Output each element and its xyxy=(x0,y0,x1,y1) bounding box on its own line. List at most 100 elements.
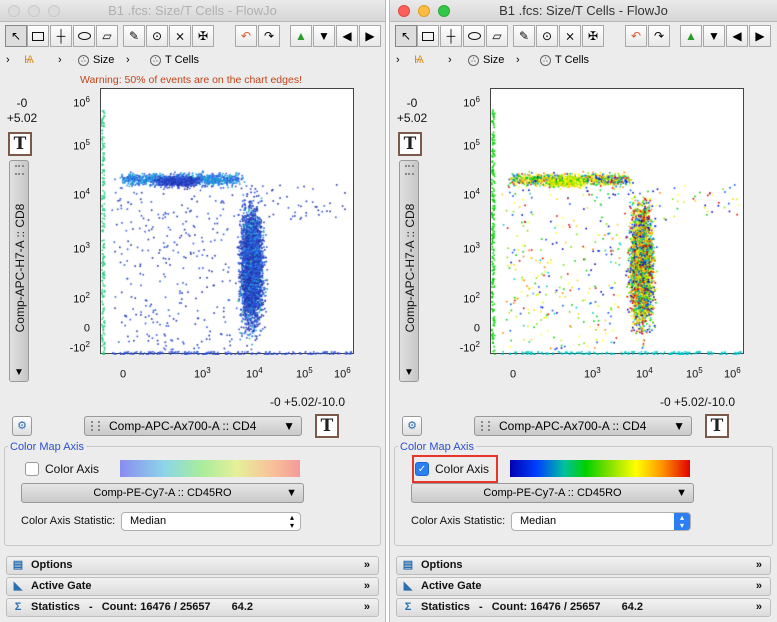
pencil-icon[interactable]: ✎ xyxy=(123,25,145,47)
undo-icon[interactable]: ↶ xyxy=(235,25,257,47)
stepper-icon: ▴ ▾ xyxy=(674,513,690,530)
statistic-select[interactable]: Median ▴ ▾ xyxy=(121,512,301,531)
color-param-label: Comp-PE-Cy7-A :: CD45RO xyxy=(483,487,622,499)
breadcrumb-size[interactable]: ∴ Size xyxy=(78,54,114,66)
redo-icon[interactable]: ↷ xyxy=(258,25,280,47)
statistics-section[interactable]: Σ Statistics - Count: 16476 / 25657 64.2… xyxy=(396,598,771,617)
plot-canvas[interactable] xyxy=(491,89,745,355)
x-tick-label: 106 xyxy=(724,366,741,381)
dot-plot[interactable] xyxy=(490,88,745,355)
transform-button-x[interactable]: T xyxy=(315,414,339,438)
breadcrumb-label: Size xyxy=(483,54,505,66)
title-bar[interactable]: B1 .fcs: Size/T Cells - FlowJo xyxy=(390,0,777,22)
tick-base: 10 xyxy=(584,368,597,381)
breadcrumb-label: T Cells xyxy=(165,54,200,66)
color-map-title: Color Map Axis xyxy=(8,441,86,453)
active-gate-section[interactable]: ◣ Active Gate » xyxy=(6,577,379,596)
y-axis-selector[interactable]: Comp-APC-H7-A :: CD8 ▼ xyxy=(399,160,419,382)
active-gate-section[interactable]: ◣ Active Gate » xyxy=(396,577,771,596)
close-button[interactable] xyxy=(8,5,20,17)
tick-exponent: 2 xyxy=(85,340,90,349)
x-axis-selector[interactable]: Comp-APC-Ax700-A :: CD4 ▼ xyxy=(474,416,692,436)
x-tick-label: 104 xyxy=(246,366,263,381)
back-icon[interactable]: ◀ xyxy=(336,25,358,47)
polygon-gate-icon[interactable]: ▱ xyxy=(486,25,508,47)
tick-base: -10 xyxy=(69,342,86,355)
tick-base: 10 xyxy=(463,189,476,202)
window-controls xyxy=(8,5,60,17)
undo-icon[interactable]: ↶ xyxy=(625,25,647,47)
sigma-icon: Σ xyxy=(404,601,412,613)
forward-icon[interactable]: ▶ xyxy=(359,25,381,47)
up-icon[interactable]: ▲ xyxy=(680,25,702,47)
back-icon[interactable]: ◀ xyxy=(726,25,748,47)
color-param-selector[interactable]: Comp-PE-Cy7-A :: CD45RO ▼ xyxy=(21,483,304,503)
pointer-icon[interactable]: ↖ xyxy=(395,25,417,47)
down-icon[interactable]: ▼ xyxy=(703,25,725,47)
transform-button-y[interactable]: T xyxy=(398,132,422,156)
tick-exponent: 5 xyxy=(698,366,703,375)
spider-gate-icon[interactable]: ⊙ xyxy=(536,25,558,47)
plot-canvas[interactable] xyxy=(101,89,355,355)
quad-tool-icon[interactable]: ⨯ xyxy=(559,25,581,47)
redo-icon[interactable]: ↷ xyxy=(648,25,670,47)
gate-icon: ∴ xyxy=(540,54,551,66)
chevron-right-icon[interactable]: › xyxy=(6,54,10,66)
color-param-selector[interactable]: Comp-PE-Cy7-A :: CD45RO ▼ xyxy=(411,483,694,503)
dot-plot[interactable] xyxy=(100,88,355,355)
color-axis-checkbox[interactable]: ✓ xyxy=(415,462,429,476)
color-axis-checkbox[interactable] xyxy=(25,462,39,476)
y-axis-selector[interactable]: Comp-APC-H7-A :: CD8 ▼ xyxy=(9,160,29,382)
tube-icon[interactable]: Ѩ xyxy=(24,54,34,66)
x-axis-selector[interactable]: Comp-APC-Ax700-A :: CD4 ▼ xyxy=(84,416,302,436)
quad-tool-icon[interactable]: ⨯ xyxy=(169,25,191,47)
tick-exponent: 4 xyxy=(648,366,653,375)
breadcrumb-tcells[interactable]: ∴ T Cells xyxy=(150,54,199,66)
tube-icon[interactable]: Ѩ xyxy=(414,54,424,66)
minimize-button[interactable] xyxy=(418,5,430,17)
stepper-icon: ▴ ▾ xyxy=(289,513,294,530)
close-button[interactable] xyxy=(398,5,410,17)
axis-options-icon[interactable]: ⚙ xyxy=(402,416,422,436)
options-section[interactable]: ▤ Options » xyxy=(396,556,771,575)
statistic-select[interactable]: Median ▴ ▾ xyxy=(511,512,691,531)
y-tick-label: 0 xyxy=(452,320,480,335)
statistics-section[interactable]: Σ Statistics - Count: 16476 / 25657 64.2… xyxy=(6,598,379,617)
rectangle-gate-icon[interactable] xyxy=(27,25,49,47)
ellipse-gate-icon[interactable] xyxy=(73,25,95,47)
transform-button-x[interactable]: T xyxy=(705,414,729,438)
color-axis-toggle[interactable]: ✓ Color Axis xyxy=(415,459,489,479)
rectangle-gate-icon[interactable] xyxy=(417,25,439,47)
ellipse-gate-icon[interactable] xyxy=(463,25,485,47)
zoom-button[interactable] xyxy=(438,5,450,17)
zoom-button[interactable] xyxy=(48,5,60,17)
breadcrumb-tcells[interactable]: ∴ T Cells xyxy=(540,54,589,66)
forward-icon[interactable]: ▶ xyxy=(749,25,771,47)
options-section[interactable]: ▤ Options » xyxy=(6,556,379,575)
quadrant-icon[interactable]: ┼ xyxy=(440,25,462,47)
statistics-count: Count: 16476 / 25657 xyxy=(491,601,601,613)
double-chevron-icon: » xyxy=(363,559,370,571)
y-tick-label: 106 xyxy=(452,95,480,110)
chevron-right-icon[interactable]: › xyxy=(396,54,400,66)
axis-options-icon[interactable]: ⚙ xyxy=(12,416,32,436)
tick-base: 10 xyxy=(724,368,737,381)
down-icon[interactable]: ▼ xyxy=(313,25,335,47)
title-bar[interactable]: B1 .fcs: Size/T Cells - FlowJo xyxy=(0,0,385,22)
y-tick-label: 103 xyxy=(452,241,480,256)
color-axis-toggle[interactable]: Color Axis xyxy=(25,459,99,479)
spider-tool-icon[interactable]: ✠ xyxy=(582,25,604,47)
pointer-icon[interactable]: ↖ xyxy=(5,25,27,47)
tick-base: 0 xyxy=(510,368,517,381)
pencil-icon[interactable]: ✎ xyxy=(513,25,535,47)
color-map-title: Color Map Axis xyxy=(398,441,476,453)
up-icon[interactable]: ▲ xyxy=(290,25,312,47)
minimize-button[interactable] xyxy=(28,5,40,17)
spider-gate-icon[interactable]: ⊙ xyxy=(146,25,168,47)
transform-button-y[interactable]: T xyxy=(8,132,32,156)
breadcrumb-size[interactable]: ∴ Size xyxy=(468,54,504,66)
polygon-gate-icon[interactable]: ▱ xyxy=(96,25,118,47)
spider-tool-icon[interactable]: ✠ xyxy=(192,25,214,47)
y-tick-label: 0 xyxy=(62,320,90,335)
quadrant-icon[interactable]: ┼ xyxy=(50,25,72,47)
